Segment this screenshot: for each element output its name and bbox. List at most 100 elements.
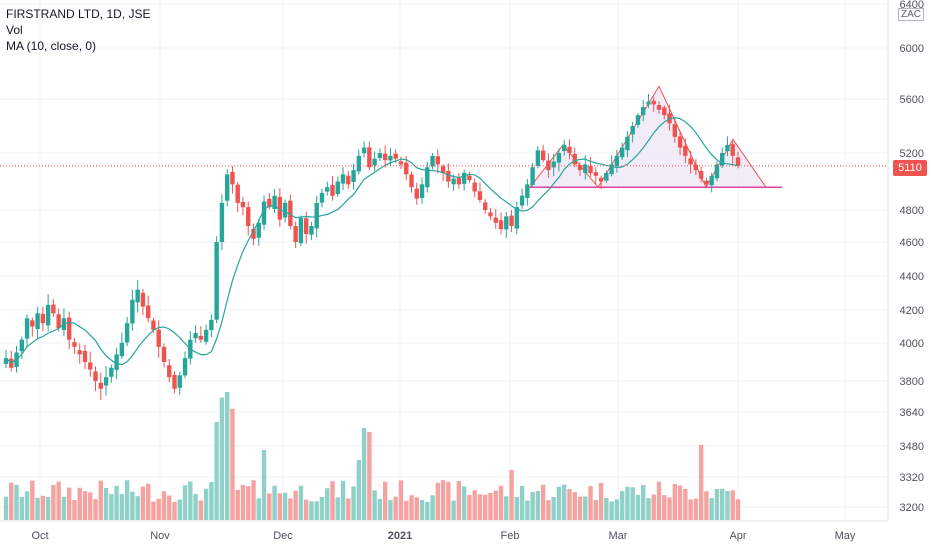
candle-body	[193, 333, 198, 339]
candle-body	[72, 342, 77, 347]
candle-body	[109, 367, 114, 377]
volume-bar	[683, 488, 688, 520]
volume-bar	[688, 499, 693, 520]
price-tick-label: 4200	[900, 305, 924, 317]
candle-body	[340, 174, 346, 184]
volume-bar	[619, 491, 625, 520]
candle-body	[693, 164, 699, 171]
volume-bar	[303, 499, 309, 520]
candle-body	[483, 202, 488, 210]
candle-body	[677, 136, 683, 148]
candle-body	[451, 178, 456, 185]
volume-bar	[172, 501, 177, 520]
volume-bar	[282, 492, 288, 520]
volume-bar	[698, 445, 704, 520]
volume-bar	[704, 491, 709, 520]
candle-body	[698, 170, 704, 179]
candle-body	[730, 144, 735, 156]
volume-bar	[551, 496, 556, 520]
candle-body	[140, 292, 146, 307]
volume-bar	[35, 497, 40, 520]
volume-bar	[720, 488, 725, 520]
candle-body	[735, 157, 741, 166]
volume-bar	[177, 499, 182, 520]
price-tick-label: 4600	[900, 237, 924, 249]
volume-bar	[51, 484, 56, 520]
candle-body	[51, 304, 56, 314]
volume-bar	[145, 483, 151, 520]
candle-body	[646, 101, 651, 105]
volume-bar	[467, 494, 472, 520]
volume-bar	[219, 397, 225, 520]
volume-bar	[509, 470, 514, 520]
candle-body	[293, 226, 298, 242]
candle-body	[219, 202, 225, 243]
candle-body	[493, 217, 498, 223]
volume-bar	[488, 492, 493, 520]
volume-bar	[525, 500, 530, 520]
volume-bar	[293, 490, 298, 520]
candle-body	[477, 191, 483, 201]
volume-bar	[30, 480, 35, 520]
volume-bar	[267, 493, 272, 520]
volume-bar	[530, 492, 535, 520]
volume-bar	[483, 494, 488, 520]
volume-bar	[430, 495, 435, 520]
candle-body	[246, 207, 251, 226]
candle-body	[235, 184, 240, 203]
volume-bar	[646, 498, 651, 520]
candle-body	[488, 212, 493, 217]
ma-legend[interactable]: MA (10, close, 0)	[6, 39, 97, 53]
volume-bar	[367, 432, 372, 520]
candle-body	[319, 192, 325, 203]
candle-body	[514, 207, 520, 229]
candle-body	[230, 172, 235, 185]
candle-body	[530, 167, 535, 185]
price-tick-label: 3640	[900, 407, 924, 419]
head-shoulders-pattern[interactable]	[528, 85, 782, 189]
candle-body	[467, 175, 472, 181]
volume-bar	[77, 487, 82, 520]
candle-body	[382, 153, 388, 161]
candle-body	[398, 161, 404, 165]
volume-bar	[119, 494, 125, 520]
volume-bar	[167, 495, 172, 520]
candle-body	[325, 187, 330, 192]
symbol-title[interactable]: FIRSTRAND LTD, 1D, JSE	[6, 7, 151, 21]
volume-bar	[93, 499, 98, 520]
volume-bar	[388, 500, 393, 520]
volume-bar	[340, 480, 346, 520]
candle-body	[709, 175, 714, 186]
currency-badge[interactable]: ZAC	[898, 8, 924, 21]
price-axis[interactable]: 3200 3320 3480 3640 3800 4000 4200 4400 4600 4800…	[887, 0, 924, 520]
vol-legend[interactable]: Vol	[6, 23, 23, 37]
candle-body	[372, 158, 377, 166]
volume-bar	[209, 482, 214, 520]
volume-bar	[604, 497, 609, 520]
volume-bar	[477, 494, 483, 520]
candle-body	[224, 174, 230, 201]
time-axis[interactable]: Oct Nov Dec 2021 Feb Mar Apr May	[0, 520, 888, 542]
candle-body	[593, 172, 599, 176]
volume-bar	[583, 496, 588, 520]
volume-bar	[414, 497, 419, 520]
candle-body	[509, 215, 514, 226]
candle-body	[377, 153, 383, 159]
candle-body	[261, 201, 267, 225]
candle-body	[688, 158, 693, 165]
candle-body	[172, 374, 177, 389]
volume-bar	[572, 492, 577, 520]
candle-body	[446, 170, 451, 182]
candle-body	[572, 153, 577, 165]
volume-bar	[156, 498, 161, 520]
candle-body	[177, 375, 182, 388]
price-tick-label: 6400	[900, 0, 924, 11]
candle-body	[330, 184, 335, 196]
volume-bar	[404, 500, 409, 520]
candle-body	[725, 144, 730, 152]
candle-body	[461, 172, 467, 184]
volume-bar	[709, 498, 714, 520]
price-tick-label: 4400	[900, 271, 924, 283]
candle-body	[367, 147, 372, 168]
